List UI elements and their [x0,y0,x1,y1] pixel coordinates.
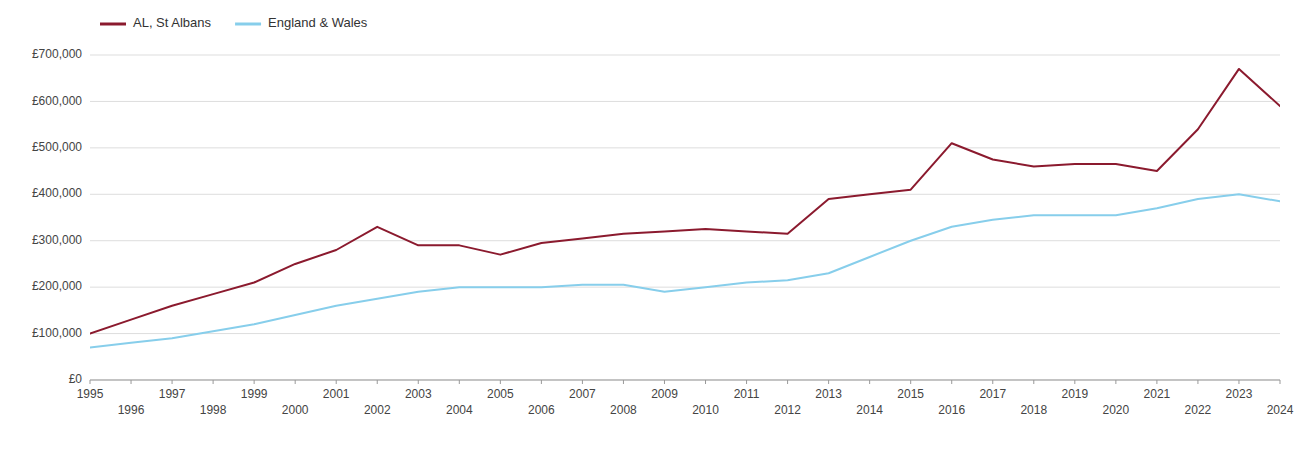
grid-line [90,333,1280,334]
x-axis-line [90,380,1280,381]
legend-swatch [235,23,261,26]
y-tick-label: £0 [69,372,83,386]
grid-line [90,380,1280,381]
x-tick [910,380,911,384]
x-tick [1197,380,1198,384]
x-tick [500,380,501,384]
x-tick [1033,380,1034,384]
series-group [90,69,1280,348]
x-tick-label: 2019 [1061,387,1088,401]
x-tick [418,380,419,384]
x-tick-label: 1997 [159,387,186,401]
x-tick [1115,380,1116,384]
legend-label: AL, St Albans [133,15,212,30]
x-tick-label: 2016 [938,403,965,417]
x-tick [1156,380,1157,384]
x-tick-label: 2001 [323,387,350,401]
x-tick-label: 2023 [1226,387,1253,401]
y-axis: £0 £100,000 £200,000 £300,000 £400,000 £500,0… [32,47,1280,386]
y-tick-label: £700,000 [32,47,82,61]
x-tick [172,380,173,384]
x-tick-label: 2008 [610,403,637,417]
x-tick [992,380,993,384]
x-tick [295,380,296,384]
grid-line [90,194,1280,195]
legend-label: England & Wales [268,15,368,30]
x-tick [582,380,583,384]
x-tick-label: 2010 [692,403,719,417]
x-tick-label: 2011 [734,387,760,401]
x-tick [787,380,788,384]
x-tick-label: 2007 [569,387,596,401]
x-tick-label: 2020 [1103,403,1130,417]
x-tick-label: 2014 [856,403,883,417]
grid-line [90,287,1280,288]
background [0,0,1305,450]
x-tick-label: 2009 [651,387,678,401]
x-tick-label: 2003 [405,387,432,401]
x-tick-label: 2021 [1144,387,1171,401]
x-tick-label: 2024 [1267,403,1294,417]
x-tick-label: 2004 [446,403,473,417]
x-tick-label: 2013 [815,387,842,401]
x-tick-label: 1996 [118,403,145,417]
x-tick [1238,380,1239,384]
x-tick [664,380,665,384]
x-tick [377,380,378,384]
y-tick-label: £400,000 [32,186,82,200]
x-tick-label: 2002 [364,403,391,417]
x-tick-label: 2006 [528,403,555,417]
x-tick [951,380,952,384]
x-tick-label: 2018 [1020,403,1047,417]
grid-line [90,55,1280,56]
x-tick [90,380,91,384]
x-tick [541,380,542,384]
y-tick-label: £500,000 [32,140,82,154]
x-tick-label: 2000 [282,403,309,417]
x-tick [336,380,337,384]
x-tick-label: 2022 [1185,403,1212,417]
x-tick-label: 1998 [200,403,227,417]
x-tick-label: 2017 [979,387,1006,401]
x-axis: 1995 1996 1997 1998 1999 2000 2001 2002 2003 2004… [77,380,1294,417]
grid-line [90,240,1280,241]
x-tick [1280,380,1281,384]
chart: £0 £100,000 £200,000 £300,000 £400,000 £500,0… [0,0,1305,450]
x-tick-label: 2015 [897,387,924,401]
x-tick-label: 1999 [241,387,268,401]
x-tick-label: 1995 [77,387,104,401]
x-tick [746,380,747,384]
series-line [90,69,1280,334]
grid-line [90,101,1280,102]
legend-swatch [100,23,126,26]
x-tick [213,380,214,384]
y-tick-label: £600,000 [32,94,82,108]
x-tick [131,380,132,384]
grid-line [90,147,1280,148]
x-tick [869,380,870,384]
x-tick [1074,380,1075,384]
x-tick-label: 2012 [774,403,801,417]
legend: AL, St Albans England & Wales [100,15,368,30]
y-tick-label: £100,000 [32,326,82,340]
x-tick-label: 2005 [487,387,514,401]
y-tick-label: £200,000 [32,279,82,293]
x-tick [254,380,255,384]
x-tick [623,380,624,384]
x-tick [705,380,706,384]
y-tick-label: £300,000 [32,233,82,247]
x-tick [459,380,460,384]
x-tick [828,380,829,384]
series-line [90,194,1280,347]
